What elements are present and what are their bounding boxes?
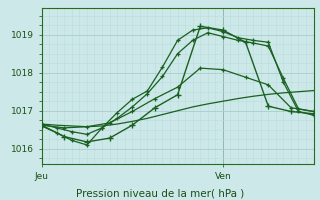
Text: Pression niveau de la mer( hPa ): Pression niveau de la mer( hPa ) xyxy=(76,188,244,198)
